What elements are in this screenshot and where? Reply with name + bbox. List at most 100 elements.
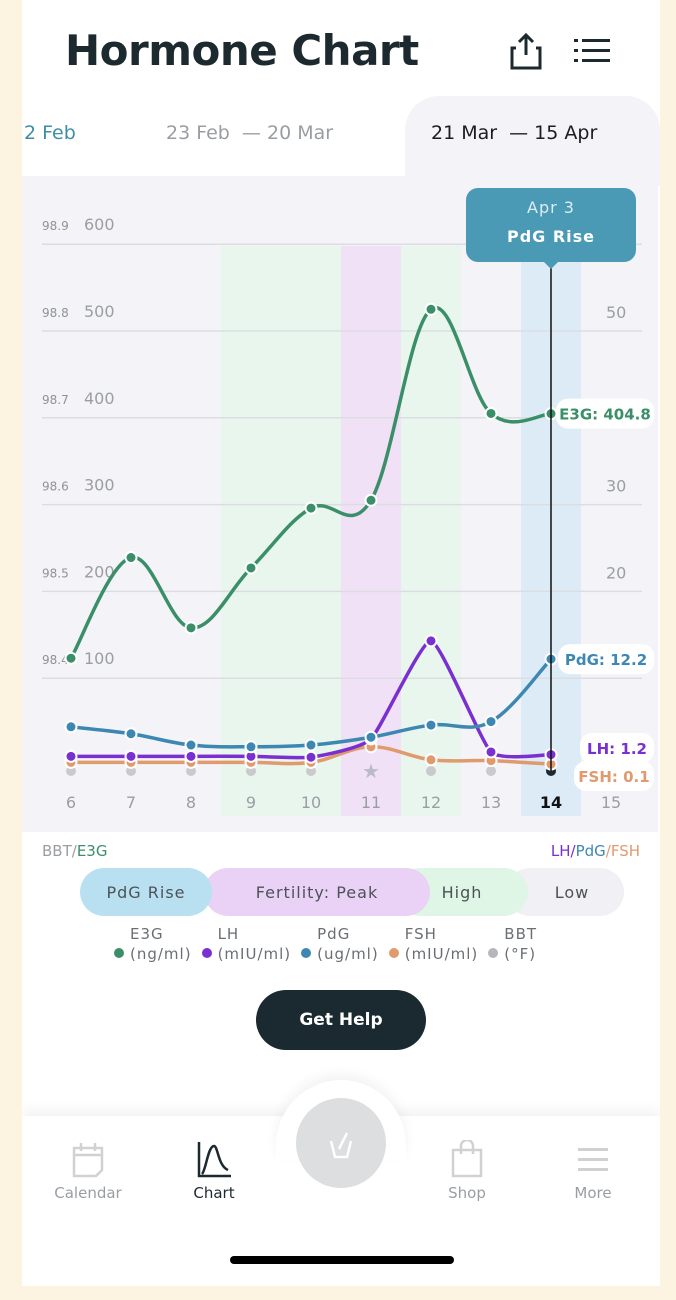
e3g-tick-label: 600 — [84, 215, 115, 234]
value-label-lh: LH: 1.2 — [587, 740, 647, 758]
bbt-point — [426, 766, 436, 776]
data-point-e3g — [424, 302, 438, 316]
axis-sep: / — [71, 842, 77, 860]
data-point-e3g — [244, 561, 258, 575]
nav-calendar[interactable]: Calendar — [38, 1140, 138, 1202]
legend-dot — [488, 948, 499, 958]
legend-label: PdG — [317, 925, 351, 943]
data-point-pdg — [64, 720, 78, 734]
tooltip: Apr 3 PdG Rise — [466, 188, 636, 269]
axis-name-fsh: FSH — [610, 842, 640, 860]
data-point-lh — [184, 749, 198, 763]
bbt-point — [126, 766, 136, 776]
bbt-point — [306, 766, 316, 776]
legend-pdg: PdG (ug/ml) — [301, 924, 379, 964]
data-point-e3g — [184, 621, 198, 635]
nav-shop[interactable]: Shop — [417, 1140, 517, 1202]
axis-name-e3g: E3G — [76, 842, 108, 860]
tab-range-previous-2[interactable]: 2 Feb — [24, 122, 76, 144]
bbt-point — [66, 766, 76, 776]
legend-dot — [201, 948, 212, 958]
get-help-button[interactable]: Get Help — [256, 990, 426, 1050]
data-point-fsh — [424, 753, 438, 767]
phase-legend: Low High Fertility: Peak PdG Rise — [80, 868, 624, 916]
data-point-pdg — [484, 715, 498, 729]
data-point-e3g — [304, 501, 318, 515]
legend-dot — [114, 948, 124, 958]
nav-more[interactable]: More — [543, 1140, 643, 1202]
calendar-icon — [72, 1143, 104, 1178]
e3g-tick-label: 200 — [84, 562, 115, 581]
list-icon[interactable] — [574, 36, 610, 66]
series-line-e3g — [69, 305, 552, 660]
legend-label: LH — [217, 925, 240, 943]
legend-label: FSH — [404, 925, 437, 943]
value-label-pdg: PdG: 12.2 — [565, 651, 647, 669]
bbt-point — [486, 766, 496, 776]
tooltip-date: Apr 3 — [527, 198, 575, 217]
test-button[interactable] — [296, 1098, 386, 1188]
e3g-tick-label: 300 — [84, 476, 115, 495]
data-point-pdg — [364, 730, 378, 744]
x-tick-label: 9 — [246, 793, 256, 812]
value-label-e3g: E3G: 404.8 — [559, 406, 651, 424]
app-screen: Hormone Chart 2 Feb 23 Feb — 20 Mar 21 M… — [22, 0, 660, 1286]
phase-band — [341, 246, 401, 816]
x-tick-label: 10 — [301, 793, 321, 812]
tab-range-current[interactable]: 21 Mar — 15 Apr — [431, 122, 598, 144]
nav-chart[interactable]: Chart — [164, 1140, 264, 1202]
share-icon[interactable] — [508, 32, 544, 70]
data-point-pdg — [244, 740, 258, 754]
e3g-tick-label: 100 — [84, 649, 115, 668]
legend-e3g: E3G (ng/ml) — [114, 924, 192, 964]
tab-range-previous[interactable]: 23 Feb — 20 Mar — [166, 122, 334, 144]
axis-name-lh: LH — [550, 842, 571, 860]
data-point-lh — [124, 749, 138, 763]
data-point-lh — [64, 749, 78, 763]
chart-icon — [197, 1142, 231, 1178]
bbt-tick-label: 98.4 — [42, 653, 69, 667]
data-point-pdg — [184, 738, 198, 752]
nav-label: Shop — [448, 1184, 486, 1202]
tooltip-arrow — [544, 262, 558, 269]
bbt-star-icon: ★ — [362, 759, 380, 783]
bbt-point — [246, 766, 256, 776]
legend-unit: (mIU/ml) — [404, 945, 479, 963]
bbt-tick-label: 98.7 — [42, 393, 69, 407]
bbt-tick-label: 98.8 — [42, 306, 69, 320]
nav-label: Chart — [193, 1184, 235, 1202]
home-indicator[interactable] — [230, 1256, 454, 1264]
axis-name-bbt: BBT — [42, 842, 72, 860]
right-tick-label: 50 — [606, 303, 626, 322]
data-point-pdg — [424, 718, 438, 732]
legend-label: BBT — [504, 925, 538, 943]
data-point-pdg — [124, 727, 138, 741]
x-tick-label: 13 — [481, 793, 501, 812]
data-point-e3g — [64, 651, 78, 665]
legend-unit: (mIU/ml) — [217, 945, 292, 963]
axis-names: BBT/E3G LH/PdG/FSH — [42, 842, 640, 860]
legend-dot — [301, 948, 312, 958]
series-legend: E3G (ng/ml) LH (mIU/ml) PdG (ug/ml) FSH (mIU… — [114, 924, 537, 964]
page-title: Hormone Chart — [65, 26, 419, 75]
e3g-tick-label: 500 — [84, 302, 115, 321]
legend-dot — [388, 948, 399, 958]
series-line-lh — [71, 639, 552, 760]
axis-sep: / — [570, 842, 576, 860]
data-point-lh — [304, 750, 318, 764]
right-tick-label: 30 — [606, 477, 626, 496]
bbt-point — [186, 766, 196, 776]
menu-icon — [578, 1148, 608, 1171]
value-label-bg — [574, 761, 654, 791]
bbt-tick-label: 98.6 — [42, 480, 69, 494]
legend-label: E3G — [130, 925, 164, 943]
data-point-e3g — [364, 493, 378, 507]
legend-unit: (ng/ml) — [130, 945, 192, 963]
x-tick-label: 8 — [186, 793, 196, 812]
x-tick-label: 15 — [601, 793, 621, 812]
tooltip-bg — [466, 188, 636, 262]
phase-pdg-rise: PdG Rise — [80, 868, 212, 916]
hormone-chart[interactable]: 98.4 100 98.5 200 98.6 300 98.7 400 98.8 500 98.9 6… — [22, 176, 658, 832]
nav-label: Calendar — [54, 1184, 122, 1202]
legend-fsh: FSH (mIU/ml) — [388, 924, 479, 964]
